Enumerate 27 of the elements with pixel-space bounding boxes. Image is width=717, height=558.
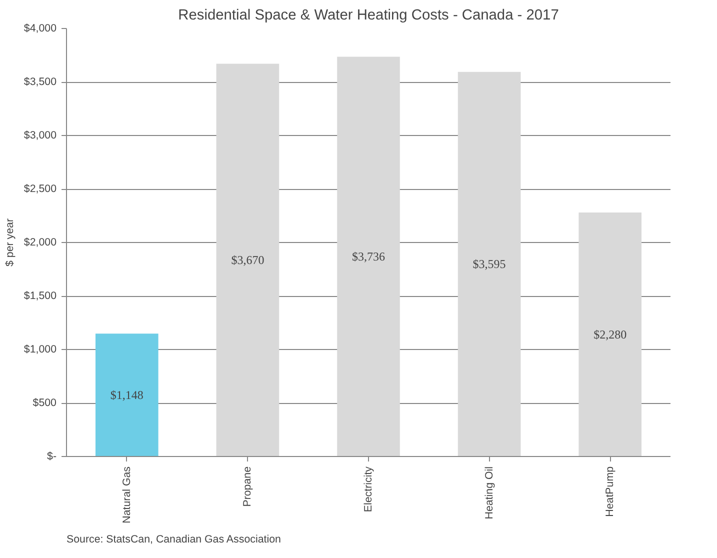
chart-title: Residential Space & Water Heating Costs - Canada - 2017 xyxy=(178,8,559,24)
x-tick-label: Heating Oil xyxy=(483,466,496,520)
y-tick-label: $3,000 xyxy=(24,130,57,142)
data-label: $1,148 xyxy=(110,388,144,402)
x-tick-label: Propane xyxy=(242,466,254,507)
y-tick-label: $500 xyxy=(32,397,57,409)
x-tick-label: HeatPump xyxy=(604,466,616,517)
y-tick-label: $1,500 xyxy=(24,290,57,302)
y-tick-label: $1,000 xyxy=(24,344,57,356)
y-tick-label: $2,000 xyxy=(24,236,57,248)
y-axis-title: $ per year xyxy=(4,218,16,266)
bar xyxy=(578,212,642,456)
bar xyxy=(216,64,280,456)
data-label: $3,670 xyxy=(231,253,264,268)
y-tick-label: $- xyxy=(47,450,57,462)
data-label: $2,280 xyxy=(594,328,627,342)
bar xyxy=(458,72,521,456)
data-label: $3,736 xyxy=(352,250,385,264)
bar xyxy=(95,334,158,456)
y-tick-label: $3,500 xyxy=(24,76,57,88)
x-tick-label: Electricity xyxy=(362,466,374,512)
y-tick-label: $2,500 xyxy=(24,183,57,195)
x-tick-label: Natural Gas xyxy=(120,466,133,524)
y-tick-label: $4,000 xyxy=(24,22,57,34)
bar xyxy=(337,56,400,456)
source-note: Source: StatsCan, Canadian Gas Association xyxy=(66,534,282,546)
data-label: $3,595 xyxy=(472,257,506,272)
